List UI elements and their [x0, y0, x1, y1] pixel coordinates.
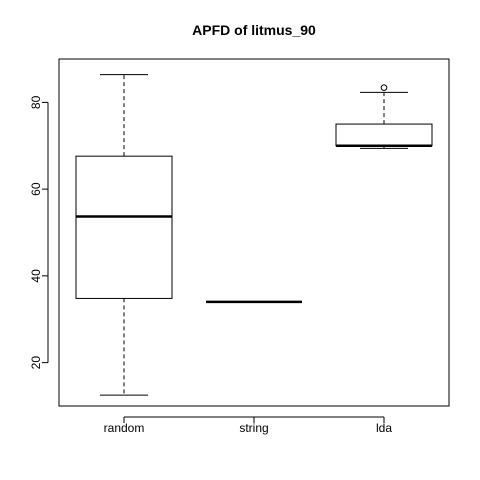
- outlier-point: [380, 84, 388, 91]
- y-tick-label: 60: [29, 182, 43, 196]
- y-axis: 20 40 60 80: [29, 95, 49, 370]
- y-tick-label: 20: [29, 356, 43, 370]
- iqr-box: [75, 155, 173, 299]
- y-tick-label: 80: [29, 95, 43, 109]
- box-group: [75, 74, 433, 396]
- iqr-box: [335, 123, 433, 147]
- x-tick-label: string: [239, 421, 268, 435]
- plot-frame: [58, 58, 450, 407]
- box-lda: [335, 84, 433, 149]
- x-tick-label: lda: [376, 421, 392, 435]
- y-tick-label: 40: [29, 269, 43, 283]
- x-tick-label: random: [104, 421, 145, 435]
- chart-title: APFD of litmus_90: [192, 22, 316, 38]
- box-random: [75, 74, 173, 396]
- x-axis: random string lda: [104, 416, 392, 435]
